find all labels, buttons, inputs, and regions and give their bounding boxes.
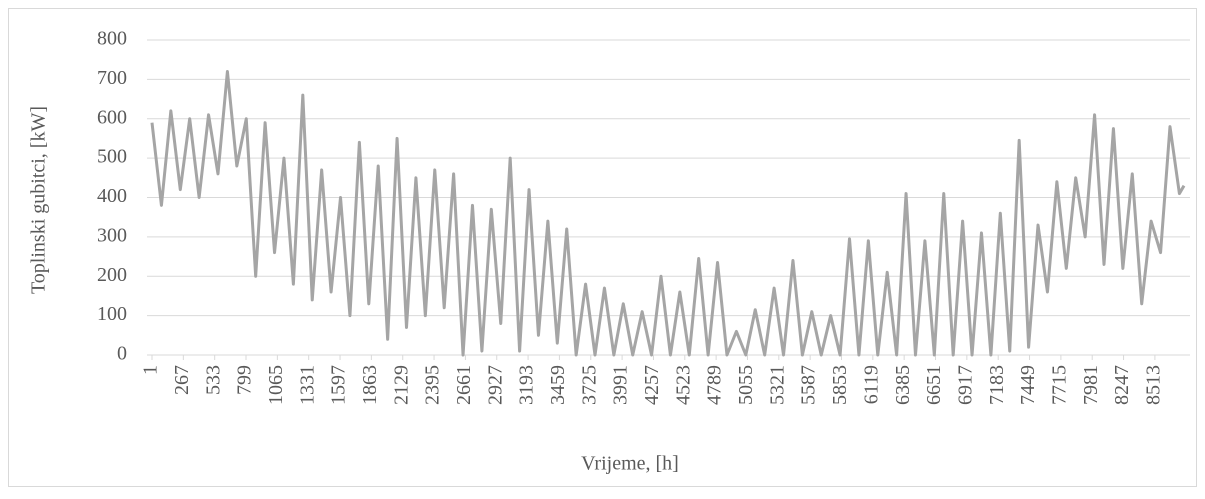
- x-tick-label: 5321: [766, 365, 788, 405]
- x-tick-label: 7715: [1048, 365, 1070, 405]
- y-tick-label: 500: [97, 146, 127, 168]
- x-tick-label: 3193: [516, 365, 538, 405]
- x-tick-label: 2395: [422, 365, 444, 405]
- x-tick-label: 2129: [390, 365, 412, 405]
- x-tick-label: 799: [234, 365, 256, 395]
- x-tick-label: 8513: [1142, 365, 1164, 405]
- x-tick-label: 533: [202, 365, 224, 395]
- x-tick-label: 1065: [265, 365, 287, 405]
- y-tick-label: 600: [97, 106, 127, 128]
- x-tick-label: 1331: [296, 365, 318, 405]
- x-tick-label: 2661: [453, 365, 475, 405]
- x-tick-label: 6385: [892, 365, 914, 405]
- y-tick-label: 0: [117, 343, 127, 365]
- x-tick-label: 8247: [1111, 365, 1133, 405]
- x-tick-label: 3459: [547, 365, 569, 405]
- y-tick-label: 300: [97, 224, 127, 246]
- x-tick-label: 7981: [1080, 365, 1102, 405]
- y-tick-label: 400: [97, 185, 127, 207]
- y-tick-label: 100: [97, 303, 127, 325]
- x-tick-label: 5587: [798, 365, 820, 405]
- data-line: [150, 70, 1186, 357]
- y-tick-label: 200: [97, 264, 127, 286]
- x-tick-label: 1863: [359, 365, 381, 405]
- x-tick-label: 5853: [829, 365, 851, 405]
- x-tick-label: 6119: [860, 365, 882, 404]
- x-tick-label: 3991: [610, 365, 632, 405]
- y-axis-title: Toplinski gubitci, [kW]: [28, 106, 50, 294]
- y-tick-label: 700: [97, 67, 127, 89]
- x-tick-label: 7449: [1017, 365, 1039, 405]
- x-tick-label: 6651: [923, 365, 945, 405]
- chart-border: [8, 8, 1197, 487]
- x-tick-label: 6917: [954, 365, 976, 405]
- x-tick-label: 2927: [484, 365, 506, 405]
- y-tick-label: 800: [97, 28, 127, 50]
- x-axis-title: Vrijeme, [h]: [581, 453, 679, 475]
- x-tick-label: 4789: [704, 365, 726, 405]
- x-tick-label: 4523: [672, 365, 694, 405]
- x-tick-label: 5055: [735, 365, 757, 405]
- x-tick-label: 4257: [641, 365, 663, 405]
- x-tick-label: 7183: [986, 365, 1008, 405]
- x-tick-label: 267: [171, 365, 193, 395]
- x-tick-label: 3725: [578, 365, 600, 405]
- x-tick-label: 1: [140, 365, 162, 375]
- x-tick-label: 1597: [328, 365, 350, 405]
